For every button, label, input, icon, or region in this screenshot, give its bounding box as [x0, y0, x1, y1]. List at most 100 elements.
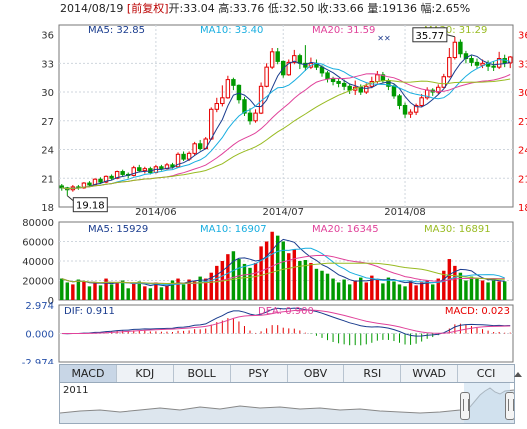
macd-axis-tick: 2.974	[25, 301, 54, 312]
volume-bar	[331, 278, 335, 300]
tab-boll[interactable]: BOLL	[174, 365, 231, 382]
candle-body	[231, 79, 236, 86]
candle-body	[120, 171, 125, 175]
candle-body	[181, 153, 186, 160]
scroll-up-arrow-icon[interactable]	[513, 368, 523, 382]
volume-bar	[370, 275, 374, 300]
stock-chart[interactable]: 36 36 33 33 30 30 27 27 24 24 21 21 18 18 2014/06 2014/…	[0, 0, 527, 364]
volume-bar	[431, 284, 435, 300]
price-ma10-line	[61, 58, 511, 190]
tab-kdj[interactable]: KDJ	[117, 365, 174, 382]
price-axis-right-tick: 36	[518, 31, 527, 42]
volume-ma10-label: MA10: 16907	[200, 224, 267, 235]
price-axis-right-tick: 24	[518, 146, 527, 157]
volume-bar	[336, 282, 341, 300]
navigator-overview	[60, 383, 514, 423]
tab-wvad[interactable]: WVAD	[401, 365, 459, 382]
candle-body	[131, 167, 136, 176]
candle-body	[436, 86, 441, 93]
high-box	[412, 27, 448, 43]
candle-body	[391, 85, 397, 97]
volume-bar	[204, 278, 208, 300]
volume-bar	[109, 284, 114, 300]
candle-body	[375, 74, 380, 83]
volume-bar	[159, 287, 164, 300]
volume-bar	[71, 284, 75, 300]
low-annotation: 19.18	[76, 201, 105, 212]
candle-body	[441, 76, 447, 88]
tab-rsi[interactable]: RSI	[344, 365, 402, 382]
candle-body	[142, 168, 148, 172]
volume-bar	[397, 284, 402, 300]
volume-bar	[458, 272, 463, 300]
tab-psy[interactable]: PSY	[231, 365, 288, 382]
quote-change: 幅:2.65%	[420, 2, 471, 15]
macd-dea-line	[61, 309, 511, 334]
tab-cci[interactable]: CCI	[476, 367, 496, 380]
price-axis-left-tick: 24	[41, 146, 54, 157]
volume-bar	[375, 279, 380, 300]
candle-body	[92, 178, 98, 186]
volume-bar	[359, 277, 363, 300]
candle-body	[303, 62, 308, 68]
volume-bar	[281, 241, 285, 300]
price-ma5-line	[61, 54, 511, 190]
high-annotation: 35.77	[416, 31, 445, 42]
candle-body	[458, 41, 463, 55]
volume-bar	[480, 280, 485, 300]
candle-body	[341, 82, 347, 87]
tab-obv[interactable]: OBV	[288, 365, 345, 382]
volume-bar	[76, 279, 81, 300]
volume-bar	[347, 284, 352, 300]
candle-body	[474, 61, 480, 66]
volume-bar	[170, 280, 175, 300]
price-ma20-label: MA20: 31.59	[312, 25, 375, 36]
volume-bar	[275, 235, 280, 300]
ex-dividend-icon: ✕✕	[377, 34, 390, 43]
volume-bar	[392, 281, 396, 300]
volume-bar	[381, 283, 385, 300]
candle-body	[413, 104, 419, 113]
adjust-mode-link[interactable]: [前复权]	[126, 2, 169, 15]
price-ma30-label: MA30: 31.29	[424, 25, 487, 36]
quote-date: 2014/08/19	[60, 2, 124, 15]
volume-bar	[342, 279, 346, 300]
candle-body	[170, 164, 175, 168]
macd-dif-label: DIF: 0.911	[64, 306, 115, 317]
candle-body	[447, 57, 452, 78]
volume-bar	[469, 276, 474, 300]
volume-bar	[320, 270, 324, 300]
time-navigator[interactable]: 2011	[59, 382, 515, 424]
volume-bar	[309, 262, 313, 300]
volume-bar	[82, 281, 86, 300]
tab-macd[interactable]: MACD	[60, 365, 117, 382]
navigator-left-handle[interactable]	[460, 392, 470, 420]
candle-body	[114, 171, 120, 179]
quote-header: 2014/08/19 [前复权]开:33.04 高:33.76 低:32.50 …	[60, 0, 471, 15]
candle-body	[330, 78, 336, 83]
volume-bar	[143, 286, 147, 300]
date-axis-tick: 2014/07	[262, 207, 304, 218]
price-axis-right-tick: 30	[518, 88, 527, 99]
volume-bar	[303, 260, 308, 300]
price-axis-left-tick: 36	[41, 31, 54, 42]
volume-bar	[148, 288, 153, 300]
volume-bar	[132, 283, 136, 300]
volume-ma30-line	[61, 262, 505, 285]
low-box	[72, 197, 108, 213]
volume-bar	[502, 281, 507, 300]
candle-body	[419, 97, 424, 106]
volume-axis-tick: 80000	[22, 218, 54, 229]
volume-bar	[442, 270, 446, 300]
candle-body	[347, 85, 352, 91]
volume-bar	[497, 281, 501, 300]
volume-bar	[87, 286, 92, 300]
volume-bar	[181, 284, 186, 300]
macd-value-label: MACD: 0.023	[445, 306, 510, 317]
volume-bar	[453, 265, 457, 300]
quote-close: 收:33.66	[317, 2, 364, 15]
quote-open: 开:33.04	[168, 2, 215, 15]
volume-bar	[353, 280, 357, 300]
volume-bar	[419, 282, 424, 300]
navigator-right-handle[interactable]	[505, 392, 514, 420]
